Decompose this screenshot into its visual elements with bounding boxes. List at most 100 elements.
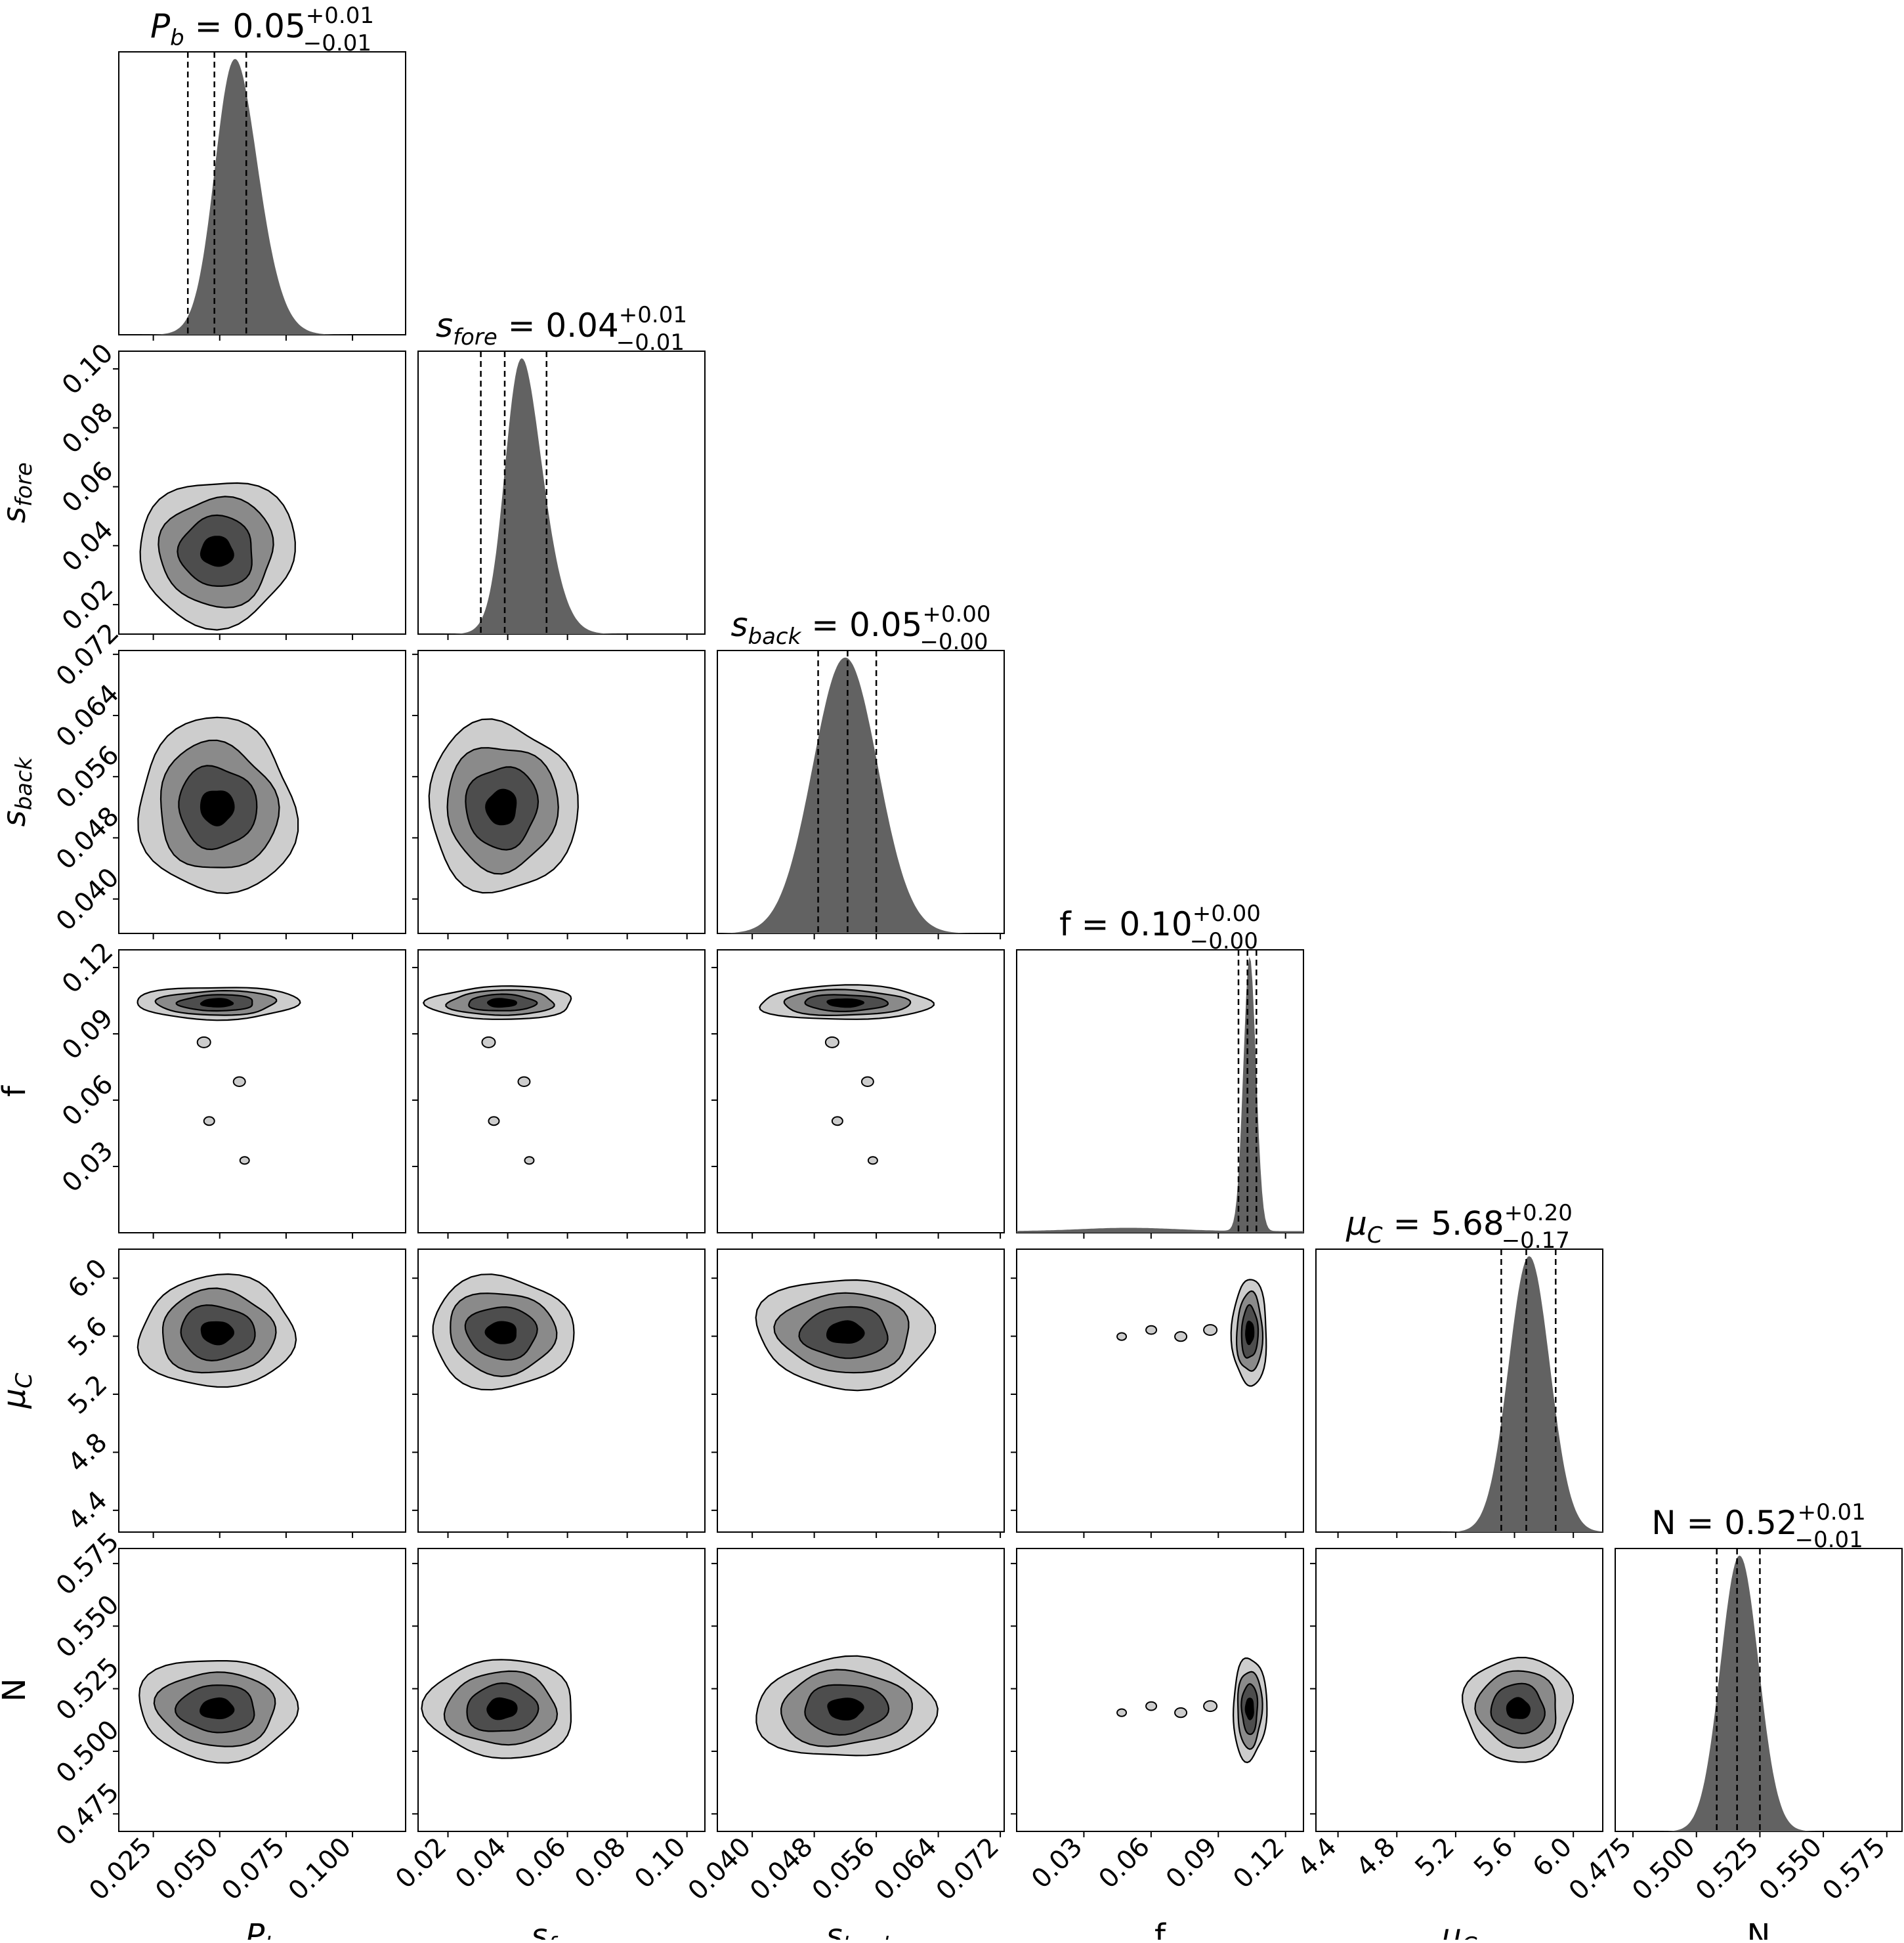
x-axis-label-f: f xyxy=(1154,1917,1166,1940)
title-f: f = 0.10+0.00 xyxy=(1059,901,1261,943)
x-tick-label: 6.0 xyxy=(1527,1832,1578,1883)
y-tick-label: 0.06 xyxy=(56,1069,119,1132)
title-value: = 0.04 xyxy=(497,307,619,345)
x-tick-label: 0.04 xyxy=(450,1832,513,1895)
x-tick-label: 0.09 xyxy=(1160,1832,1223,1895)
contour-Pb-N xyxy=(118,1548,406,1832)
title-subscript: back xyxy=(748,624,802,650)
contour-f-N xyxy=(1016,1548,1304,1832)
title-value: = 0.10 xyxy=(1071,905,1193,943)
y-tick-label: 0.09 xyxy=(56,1003,119,1066)
axis-label-symbol: f xyxy=(0,1085,33,1097)
axis-label-symbol: μ xyxy=(1441,1917,1462,1940)
contour-island xyxy=(517,1076,531,1088)
x-axis-label-sfore: sfore xyxy=(531,1917,592,1940)
axis-label-subscript: b xyxy=(264,1932,279,1940)
axis-label-subscript: back xyxy=(843,1932,897,1940)
title-subscript: b xyxy=(170,25,184,51)
x-tick-label: 0.12 xyxy=(1227,1832,1290,1895)
y-tick-label: 0.08 xyxy=(56,397,119,460)
axis-label-symbol: s xyxy=(0,810,33,826)
contour-island xyxy=(524,1156,535,1165)
title-plus: +0.00 xyxy=(1193,901,1261,927)
title-plus: +0.01 xyxy=(306,3,374,29)
contour-level-4 xyxy=(200,790,235,826)
histogram-area xyxy=(1615,1555,1902,1831)
contour-sfore-N xyxy=(417,1548,706,1832)
contour-level-4 xyxy=(1245,1320,1255,1346)
y-tick-label: 4.8 xyxy=(62,1427,114,1478)
title-plus: +0.01 xyxy=(1798,1499,1866,1526)
x-tick-label: 0.06 xyxy=(1093,1832,1156,1895)
contour-island xyxy=(1203,1700,1218,1713)
title-minus: −0.17 xyxy=(1502,1228,1570,1254)
title-value: = 5.68 xyxy=(1383,1205,1504,1243)
title-minus: −0.01 xyxy=(303,30,371,56)
axis-label-symbol: f xyxy=(1154,1917,1166,1940)
hist-sback: sback = 0.05+0.00−0.00 xyxy=(717,601,1005,934)
contour-level-4 xyxy=(200,1697,235,1720)
y-tick-label: 4.4 xyxy=(62,1485,114,1537)
x-tick-label: 0.048 xyxy=(744,1832,819,1907)
y-tick-label: 0.06 xyxy=(56,456,119,519)
contour-level-4 xyxy=(200,536,234,567)
histogram-area xyxy=(119,58,406,335)
axis-label-subscript: C xyxy=(11,1373,37,1388)
contour-level-4 xyxy=(200,1321,235,1346)
hist-sfore: sfore = 0.04+0.01−0.01 xyxy=(417,302,706,635)
contour-island xyxy=(481,1036,496,1048)
title-symbol: s xyxy=(730,606,748,644)
title-symbol: P xyxy=(150,7,171,45)
contour-Pb-sfore xyxy=(118,351,406,635)
contour-island xyxy=(1203,1324,1218,1336)
x-axis-label-sback: sback xyxy=(826,1917,897,1940)
title-minus: −0.01 xyxy=(1795,1527,1863,1553)
x-tick-label: 0.475 xyxy=(1563,1832,1638,1907)
x-axis-label-muC: μC xyxy=(1441,1917,1477,1940)
contour-island xyxy=(1145,1325,1158,1335)
contour-sfore-f xyxy=(417,949,706,1233)
y-axis-sfore: 0.020.040.060.080.10sfore xyxy=(0,338,119,637)
histogram-area xyxy=(1316,1256,1603,1532)
title-minus: −0.00 xyxy=(920,629,988,655)
y-axis-label-muC: μC xyxy=(0,1373,37,1409)
x-tick-label: 5.6 xyxy=(1468,1832,1519,1883)
y-tick-label: 0.12 xyxy=(56,937,119,1000)
x-tick-label: 0.072 xyxy=(931,1832,1005,1907)
x-tick-label: 0.525 xyxy=(1690,1832,1765,1907)
x-tick-label: 5.2 xyxy=(1409,1832,1460,1883)
axis-label-subscript: fore xyxy=(11,462,37,507)
title-value: = 0.52 xyxy=(1676,1504,1798,1542)
hist-f: f = 0.10+0.00−0.00 xyxy=(1016,901,1304,1233)
x-tick-label: 0.064 xyxy=(868,1832,943,1907)
y-tick-label: 5.2 xyxy=(62,1369,114,1420)
x-tick-label: 0.050 xyxy=(150,1832,224,1907)
y-axis-label-N: N xyxy=(0,1678,33,1702)
x-tick-label: 0.075 xyxy=(216,1832,291,1907)
title-subscript: C xyxy=(1367,1222,1383,1249)
contour-level-4 xyxy=(200,998,234,1008)
title-symbol: μ xyxy=(1345,1205,1367,1243)
y-tick-label: 0.04 xyxy=(56,515,119,578)
y-tick-label: 5.6 xyxy=(62,1312,114,1363)
y-tick-label: 6.0 xyxy=(62,1253,114,1304)
x-tick-label: 0.040 xyxy=(683,1832,757,1907)
y-tick-label: 0.10 xyxy=(56,338,119,401)
title-sback: sback = 0.05+0.00 xyxy=(730,601,990,650)
contour-island xyxy=(203,1116,215,1126)
contour-island xyxy=(1116,1708,1128,1717)
contour-sback-muC xyxy=(717,1249,1005,1533)
hist-N: N = 0.52+0.01−0.01 xyxy=(1615,1499,1903,1832)
axis-label-subscript: fore xyxy=(547,1932,592,1940)
contour-muC-N xyxy=(1315,1548,1603,1832)
contour-island xyxy=(824,1036,839,1048)
title-subscript: fore xyxy=(453,324,497,351)
contour-island xyxy=(239,1156,250,1165)
contour-Pb-muC xyxy=(118,1249,406,1533)
axis-label-symbol: P xyxy=(245,1917,264,1940)
contour-island xyxy=(196,1036,211,1048)
y-tick-label: 0.03 xyxy=(56,1136,119,1199)
